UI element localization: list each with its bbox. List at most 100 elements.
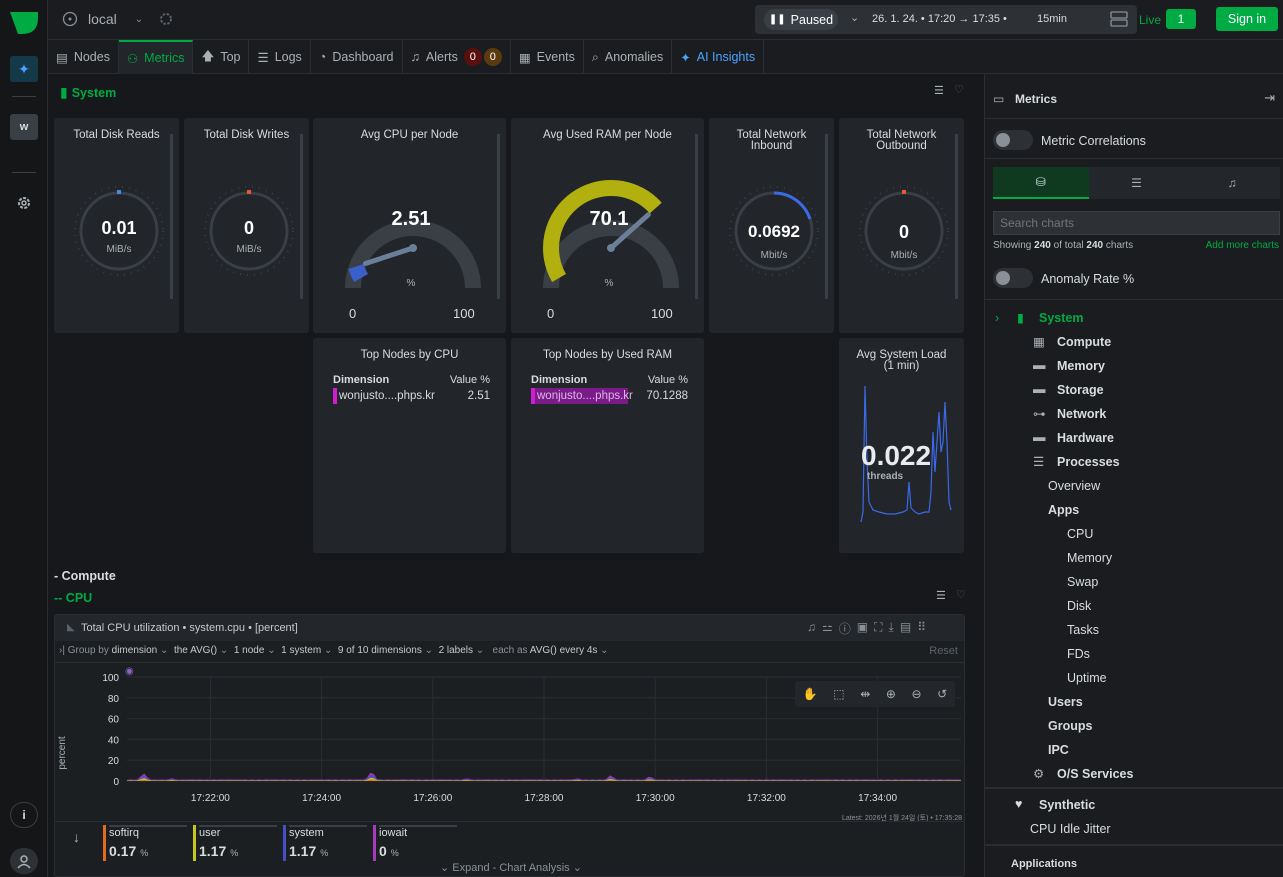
tree-item-apps-disk[interactable]: Disk [1067, 599, 1092, 613]
add-more-charts-link[interactable]: Add more charts [1205, 240, 1279, 251]
heart-icon[interactable]: ♡ [954, 84, 964, 96]
legend-item-user[interactable]: user 1.17% [193, 825, 279, 861]
tree-item-apps[interactable]: Apps [1048, 503, 1080, 517]
tree-item-apps-uptime[interactable]: Uptime [1067, 671, 1107, 685]
info-icon[interactable]: i [10, 802, 38, 828]
tree-item-apps-fds[interactable]: FDs [1067, 647, 1090, 661]
card-disk-reads[interactable]: Total Disk Reads 0.01 MiB/s [54, 118, 179, 333]
tree-item-system[interactable]: System [1039, 311, 1084, 325]
pan-hand-icon[interactable]: ✋ [802, 687, 818, 701]
instances-dropdown[interactable]: 1 system [281, 645, 322, 656]
tree-item-apps-cpu[interactable]: CPU [1067, 527, 1094, 541]
info-icon[interactable]: ⓘ [838, 622, 851, 636]
anomaly-rate-toggle[interactable] [993, 268, 1033, 288]
live-count-badge[interactable]: 1 [1166, 9, 1196, 29]
critical-alerts-count[interactable]: 0 [463, 48, 482, 66]
legend-item-system[interactable]: system 1.17% [283, 825, 369, 861]
tree-item-apps-memory[interactable]: Memory [1067, 551, 1113, 565]
tree-item-compute[interactable]: Compute [1057, 335, 1112, 349]
tab-nodes[interactable]: ▤ Nodes [48, 40, 119, 74]
tree-item-cpu-idle-jitter[interactable]: CPU Idle Jitter [1030, 822, 1111, 836]
zoom-in-icon[interactable]: ⊕ [885, 687, 896, 701]
card-network-inbound[interactable]: Total Network Inbound 0.0692 Mbit/s [709, 118, 834, 333]
chevron-right-icon[interactable]: › [995, 311, 1000, 325]
package-icon[interactable]: ▣ [856, 620, 869, 634]
time-agg-dropdown[interactable]: AVG() every 4s [529, 645, 598, 656]
reset-zoom-icon[interactable]: ↺ [937, 687, 948, 701]
search-charts-input[interactable] [993, 211, 1280, 235]
zoom-out-icon[interactable]: ⊖ [911, 687, 922, 701]
tab-dashboard[interactable]: ◔ Dashboard [311, 40, 403, 74]
chevron-down-icon[interactable]: ⌄ [850, 12, 860, 24]
user-avatar-icon[interactable] [10, 848, 38, 874]
tab-top[interactable]: 🡅 Top [193, 40, 250, 74]
tree-item-synthetic[interactable]: Synthetic [1039, 798, 1096, 812]
card-system-load[interactable]: Avg System Load (1 min) 0.022 threads [839, 338, 964, 553]
card-avg-ram[interactable]: Avg Used RAM per Node 70.1 % 0 100 [511, 118, 704, 333]
nodes-dropdown[interactable]: 1 node [233, 645, 265, 656]
netdata-logo[interactable] [8, 8, 40, 38]
tree-item-hardware[interactable]: Hardware [1057, 431, 1114, 445]
download-icon[interactable]: ⤓ [888, 620, 894, 634]
tab-ai-insights[interactable]: ✦ AI Insights [672, 40, 765, 74]
duration[interactable]: 15min [1037, 13, 1067, 25]
reset-button[interactable]: Reset [929, 645, 958, 657]
tab-alerts[interactable]: ♫ Alerts 0 0 [403, 40, 511, 74]
tree-item-groups[interactable]: Groups [1048, 719, 1093, 733]
select-vertical-icon[interactable]: ⇹ [860, 687, 871, 701]
workspace-button[interactable]: w [10, 114, 38, 140]
tab-metrics[interactable]: ⚇ Metrics [118, 40, 194, 74]
card-top-nodes-ram[interactable]: Top Nodes by Used RAM Dimension Value % … [511, 338, 704, 553]
fullscreen-icon[interactable]: ⛶ [874, 620, 883, 634]
tab-events[interactable]: ▦ Events [511, 40, 584, 74]
filter-tab-icon[interactable]: ☰ [1131, 176, 1142, 190]
tree-item-processes[interactable]: Processes [1057, 455, 1120, 469]
tab-anomalies[interactable]: ⌕ Anomalies [584, 40, 673, 74]
tree-item-memory[interactable]: Memory [1057, 359, 1105, 373]
sign-in-button[interactable]: Sign in [1216, 7, 1278, 31]
expand-chart-analysis[interactable]: ⌄ Expand - Chart Analysis ⌄ [440, 862, 582, 874]
group-by-dropdown[interactable]: dimension [111, 645, 158, 656]
filter-icon[interactable]: ☰ [934, 85, 944, 97]
card-disk-writes[interactable]: Total Disk Writes 0 MiB/s [184, 118, 309, 333]
sliders-icon[interactable]: ⚍ [822, 620, 833, 634]
paused-button[interactable]: ❚❚ Paused [764, 9, 838, 30]
bell-tab-icon[interactable]: ♫ [1227, 176, 1237, 190]
node-name[interactable]: wonjusto....phps.kr [537, 390, 633, 402]
dimensions-dropdown[interactable]: 9 of 10 dimensions [337, 645, 422, 656]
tree-item-apps-swap[interactable]: Swap [1067, 575, 1099, 589]
filter-icon[interactable]: ☰ [936, 590, 946, 602]
save-icon[interactable]: ▤ [899, 620, 912, 634]
cpu-area-chart[interactable]: 100 80 60 40 20 0 17:22:00 17:24:00 17:26:00 17:… [55, 663, 964, 817]
card-avg-cpu[interactable]: Avg CPU per Node 2.51 % 0 100 [313, 118, 506, 333]
metric-correlations-toggle[interactable] [993, 130, 1033, 150]
aggregation-dropdown[interactable]: the AVG() [173, 645, 218, 656]
tab-logs[interactable]: ☰ Logs [249, 40, 311, 74]
collapse-panel-icon[interactable]: ⇥ [1264, 90, 1275, 105]
tree-item-storage[interactable]: Storage [1057, 383, 1104, 397]
sort-arrow-down-icon[interactable]: ↓ [73, 829, 80, 845]
charts-tab-icon[interactable]: ⛁ [993, 167, 1089, 199]
legend-item-iowait[interactable]: iowait 0% [373, 825, 459, 861]
chevron-down-icon[interactable]: ⌄ [134, 13, 144, 25]
tree-item-network[interactable]: Network [1057, 407, 1107, 421]
tree-item-os-services[interactable]: O/S Services [1057, 767, 1134, 781]
tree-item-users[interactable]: Users [1048, 695, 1083, 709]
select-area-icon[interactable]: ⬚ [833, 687, 845, 701]
settings-gear-icon[interactable] [10, 190, 38, 216]
bell-icon[interactable]: ♫ [807, 620, 816, 634]
card-network-outbound[interactable]: Total Network Outbound 0 Mbit/s [839, 118, 964, 333]
collapse-icon[interactable]: ›| [59, 645, 65, 656]
tree-item-ipc[interactable]: IPC [1048, 743, 1069, 757]
space-settings-icon[interactable] [158, 11, 174, 30]
tree-item-apps-tasks[interactable]: Tasks [1067, 623, 1099, 637]
nodes-list-icon[interactable] [1110, 11, 1128, 30]
heart-icon[interactable]: ♡ [956, 589, 966, 601]
tree-item-applications[interactable]: Applications [1011, 858, 1078, 870]
tree-item-overview[interactable]: Overview [1048, 479, 1101, 493]
labels-dropdown[interactable]: 2 labels [438, 645, 474, 656]
node-name[interactable]: wonjusto....phps.kr [339, 390, 435, 402]
drag-icon[interactable]: ⠿ [917, 620, 926, 634]
time-range[interactable]: 26. 1. 24. • 17:20 → 17:35 • [872, 13, 1007, 25]
warning-alerts-count[interactable]: 0 [483, 48, 502, 66]
